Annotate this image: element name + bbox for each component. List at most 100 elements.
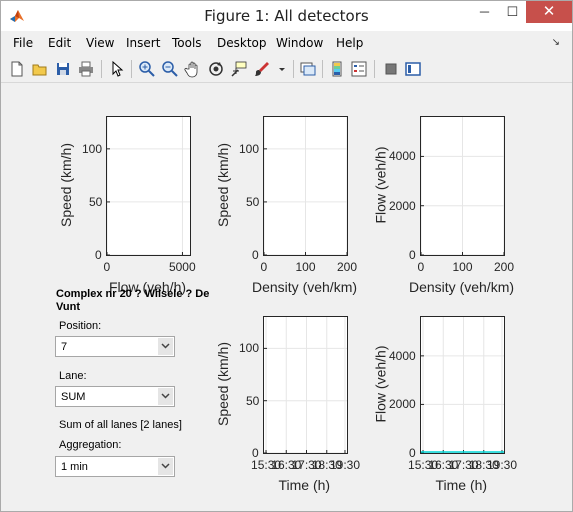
hide-plot-tools-icon[interactable]: [382, 60, 400, 78]
lane-dropdown[interactable]: SUM: [55, 386, 175, 407]
y-tick-label: 50: [246, 393, 260, 408]
y-tick-label: 100: [239, 141, 260, 156]
position-dropdown[interactable]: 7: [55, 336, 175, 357]
y-tick-label: 100: [239, 341, 260, 356]
menu-help[interactable]: Help: [336, 36, 364, 50]
position-label: Position:: [59, 320, 102, 332]
y-axis-label: Flow (veh/h): [372, 345, 389, 423]
show-plot-tools-icon[interactable]: [404, 60, 422, 78]
figure-toolbar: [1, 56, 572, 83]
x-tick-label: 17:30: [291, 458, 322, 472]
menu-window[interactable]: Window: [276, 36, 324, 50]
x-tick-label: 100: [295, 260, 316, 274]
plot-axes-1[interactable]: [106, 116, 191, 256]
position-value: 7: [61, 341, 68, 353]
plot-axes-4[interactable]: [263, 316, 348, 454]
x-tick-label: 200: [337, 260, 358, 274]
y-tick-label: 50: [89, 194, 103, 209]
x-tick-label: 15:30: [251, 458, 282, 472]
aggregation-value: 1 min: [61, 461, 88, 473]
new-figure-icon[interactable]: [8, 60, 26, 78]
zoom-in-icon[interactable]: [138, 60, 156, 78]
y-tick-label: 0: [409, 248, 416, 262]
plot-svg-2: [264, 117, 347, 255]
title-bar[interactable]: Figure 1: All detectors ─ ☐ ✕: [1, 1, 572, 31]
y-axis-label: Speed (km/h): [215, 142, 232, 228]
x-tick-label: 0: [103, 260, 111, 274]
y-axis-label: Speed (km/h): [215, 341, 232, 427]
aggregation-dropdown[interactable]: 1 min: [55, 456, 175, 477]
window-title: Figure 1: All detectors: [204, 7, 369, 25]
plot-svg-5: [421, 317, 504, 453]
x-tick-label: 17:30: [448, 458, 479, 472]
close-button[interactable]: ✕: [526, 1, 572, 23]
x-tick-label: 0: [260, 260, 268, 274]
pan-icon[interactable]: [184, 60, 202, 78]
menu-view[interactable]: View: [86, 36, 115, 50]
maximize-button[interactable]: ☐: [506, 4, 519, 19]
plot-axes-3[interactable]: [420, 116, 505, 256]
y-tick-label: 2000: [389, 198, 416, 213]
x-tick-label: 16:30: [271, 458, 302, 472]
plot-axes-5[interactable]: [420, 316, 505, 454]
lane-info-text: Sum of all lanes [2 lanes]: [59, 419, 182, 431]
brush-dropdown-icon[interactable]: [274, 60, 292, 78]
x-tick-label: 5000: [168, 260, 196, 274]
plot-axes-2[interactable]: [263, 116, 348, 256]
link-plot-icon[interactable]: [299, 60, 317, 78]
data-cursor-icon[interactable]: [230, 60, 248, 78]
chevron-down-icon[interactable]: [158, 388, 173, 405]
menu-bar: File Edit View Insert Tools Desktop Wind…: [1, 32, 572, 54]
chevron-down-icon[interactable]: [158, 458, 173, 475]
x-tick-label: 15:30: [408, 458, 439, 472]
plot-svg-1: [107, 117, 190, 255]
menu-insert[interactable]: Insert: [126, 36, 161, 50]
y-tick-label: 4000: [389, 348, 416, 363]
y-tick-label: 2000: [389, 397, 416, 412]
lane-label: Lane:: [59, 370, 87, 382]
toolbar-separator: [293, 60, 294, 78]
toolbar-separator: [131, 60, 132, 78]
x-tick-label: 200: [494, 260, 515, 274]
x-tick-label: 19:30: [329, 458, 360, 472]
y-axis-label: Speed (km/h): [58, 142, 75, 228]
toolbar-separator: [101, 60, 102, 78]
menu-edit[interactable]: Edit: [48, 36, 72, 50]
x-axis-label: Flow (veh/h): [109, 279, 187, 295]
x-tick-label: 16:30: [428, 458, 459, 472]
minimize-button[interactable]: ─: [479, 4, 490, 19]
menu-desktop[interactable]: Desktop: [217, 36, 267, 50]
matlab-logo-icon: [9, 8, 25, 24]
x-axis-label: Time (h): [278, 477, 331, 493]
x-tick-label: 19:30: [486, 458, 517, 472]
y-tick-label: 0: [95, 248, 102, 262]
plot-svg-3: [421, 117, 504, 255]
colorbar-icon[interactable]: [328, 60, 346, 78]
brush-icon[interactable]: [253, 60, 271, 78]
y-tick-label: 50: [246, 194, 260, 209]
x-tick-label: 18:30: [311, 458, 342, 472]
chevron-down-icon[interactable]: [158, 338, 173, 355]
menu-tools[interactable]: Tools: [172, 36, 202, 50]
toolbar-separator: [322, 60, 323, 78]
zoom-out-icon[interactable]: [161, 60, 179, 78]
print-icon[interactable]: [77, 60, 95, 78]
x-tick-label: 100: [452, 260, 473, 274]
aggregation-label: Aggregation:: [59, 439, 122, 451]
plot-svg-4: [264, 317, 347, 453]
x-axis-label: Density (veh/km): [252, 279, 358, 295]
y-tick-label: 0: [252, 446, 259, 460]
save-icon[interactable]: [54, 60, 72, 78]
y-axis-label: Flow (veh/h): [372, 146, 389, 224]
rotate-icon[interactable]: [207, 60, 225, 78]
pointer-icon[interactable]: [108, 60, 126, 78]
y-tick-label: 100: [82, 141, 103, 156]
menu-file[interactable]: File: [13, 36, 34, 50]
toolbar-separator: [374, 60, 375, 78]
legend-icon[interactable]: [350, 60, 368, 78]
open-file-icon[interactable]: [31, 60, 49, 78]
y-tick-label: 0: [252, 248, 259, 262]
x-axis-label: Time (h): [435, 477, 488, 493]
dock-arrow-icon[interactable]: ↘: [551, 37, 560, 48]
